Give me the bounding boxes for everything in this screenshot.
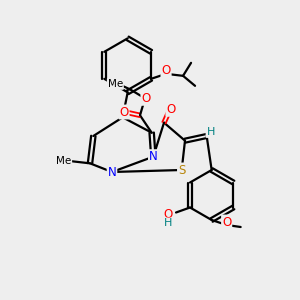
Text: Me: Me: [108, 79, 123, 89]
Text: S: S: [178, 164, 185, 176]
Text: H: H: [164, 218, 172, 229]
Text: Me: Me: [56, 156, 71, 166]
Text: H: H: [206, 127, 215, 137]
Text: O: O: [141, 92, 151, 105]
Text: O: O: [167, 103, 176, 116]
Text: O: O: [164, 208, 172, 221]
Text: O: O: [119, 106, 129, 118]
Text: N: N: [149, 150, 158, 163]
Text: O: O: [161, 64, 171, 77]
Text: O: O: [222, 215, 231, 229]
Text: N: N: [108, 166, 116, 178]
